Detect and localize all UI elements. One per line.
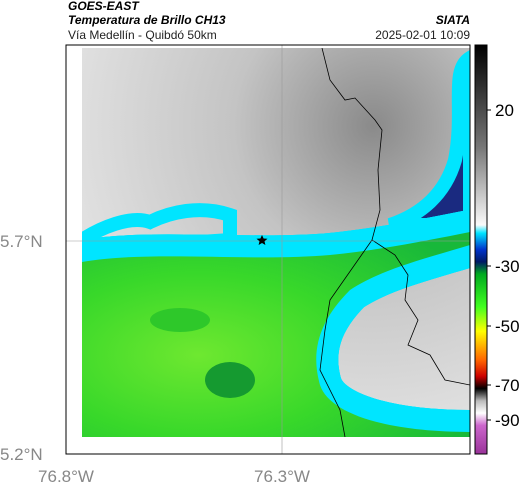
colorbar-label: -50 bbox=[495, 317, 520, 336]
y-label: 5.2°N bbox=[0, 445, 43, 464]
y-label: 5.7°N bbox=[0, 232, 43, 251]
source: SIATA bbox=[436, 13, 470, 27]
datetime: 2025-02-01 10:09 bbox=[375, 28, 470, 42]
colorbar bbox=[474, 44, 488, 455]
subtitle: Temperatura de Brillo CH13 bbox=[68, 13, 226, 27]
colorbar-label: -30 bbox=[495, 257, 520, 276]
location-marker bbox=[256, 235, 268, 245]
title: GOES-EAST bbox=[68, 0, 140, 13]
colorbar-label: 20 bbox=[495, 101, 514, 120]
satellite-image bbox=[82, 48, 470, 437]
colorbar-label: -90 bbox=[495, 411, 520, 430]
region: Vía Medellín - Quibdó 50km bbox=[68, 28, 217, 42]
map-frame bbox=[65, 44, 471, 455]
x-label: 76.3°W bbox=[254, 467, 310, 486]
colorbar-label: -70 bbox=[495, 376, 520, 395]
x-label: 76.8°W bbox=[38, 467, 94, 486]
